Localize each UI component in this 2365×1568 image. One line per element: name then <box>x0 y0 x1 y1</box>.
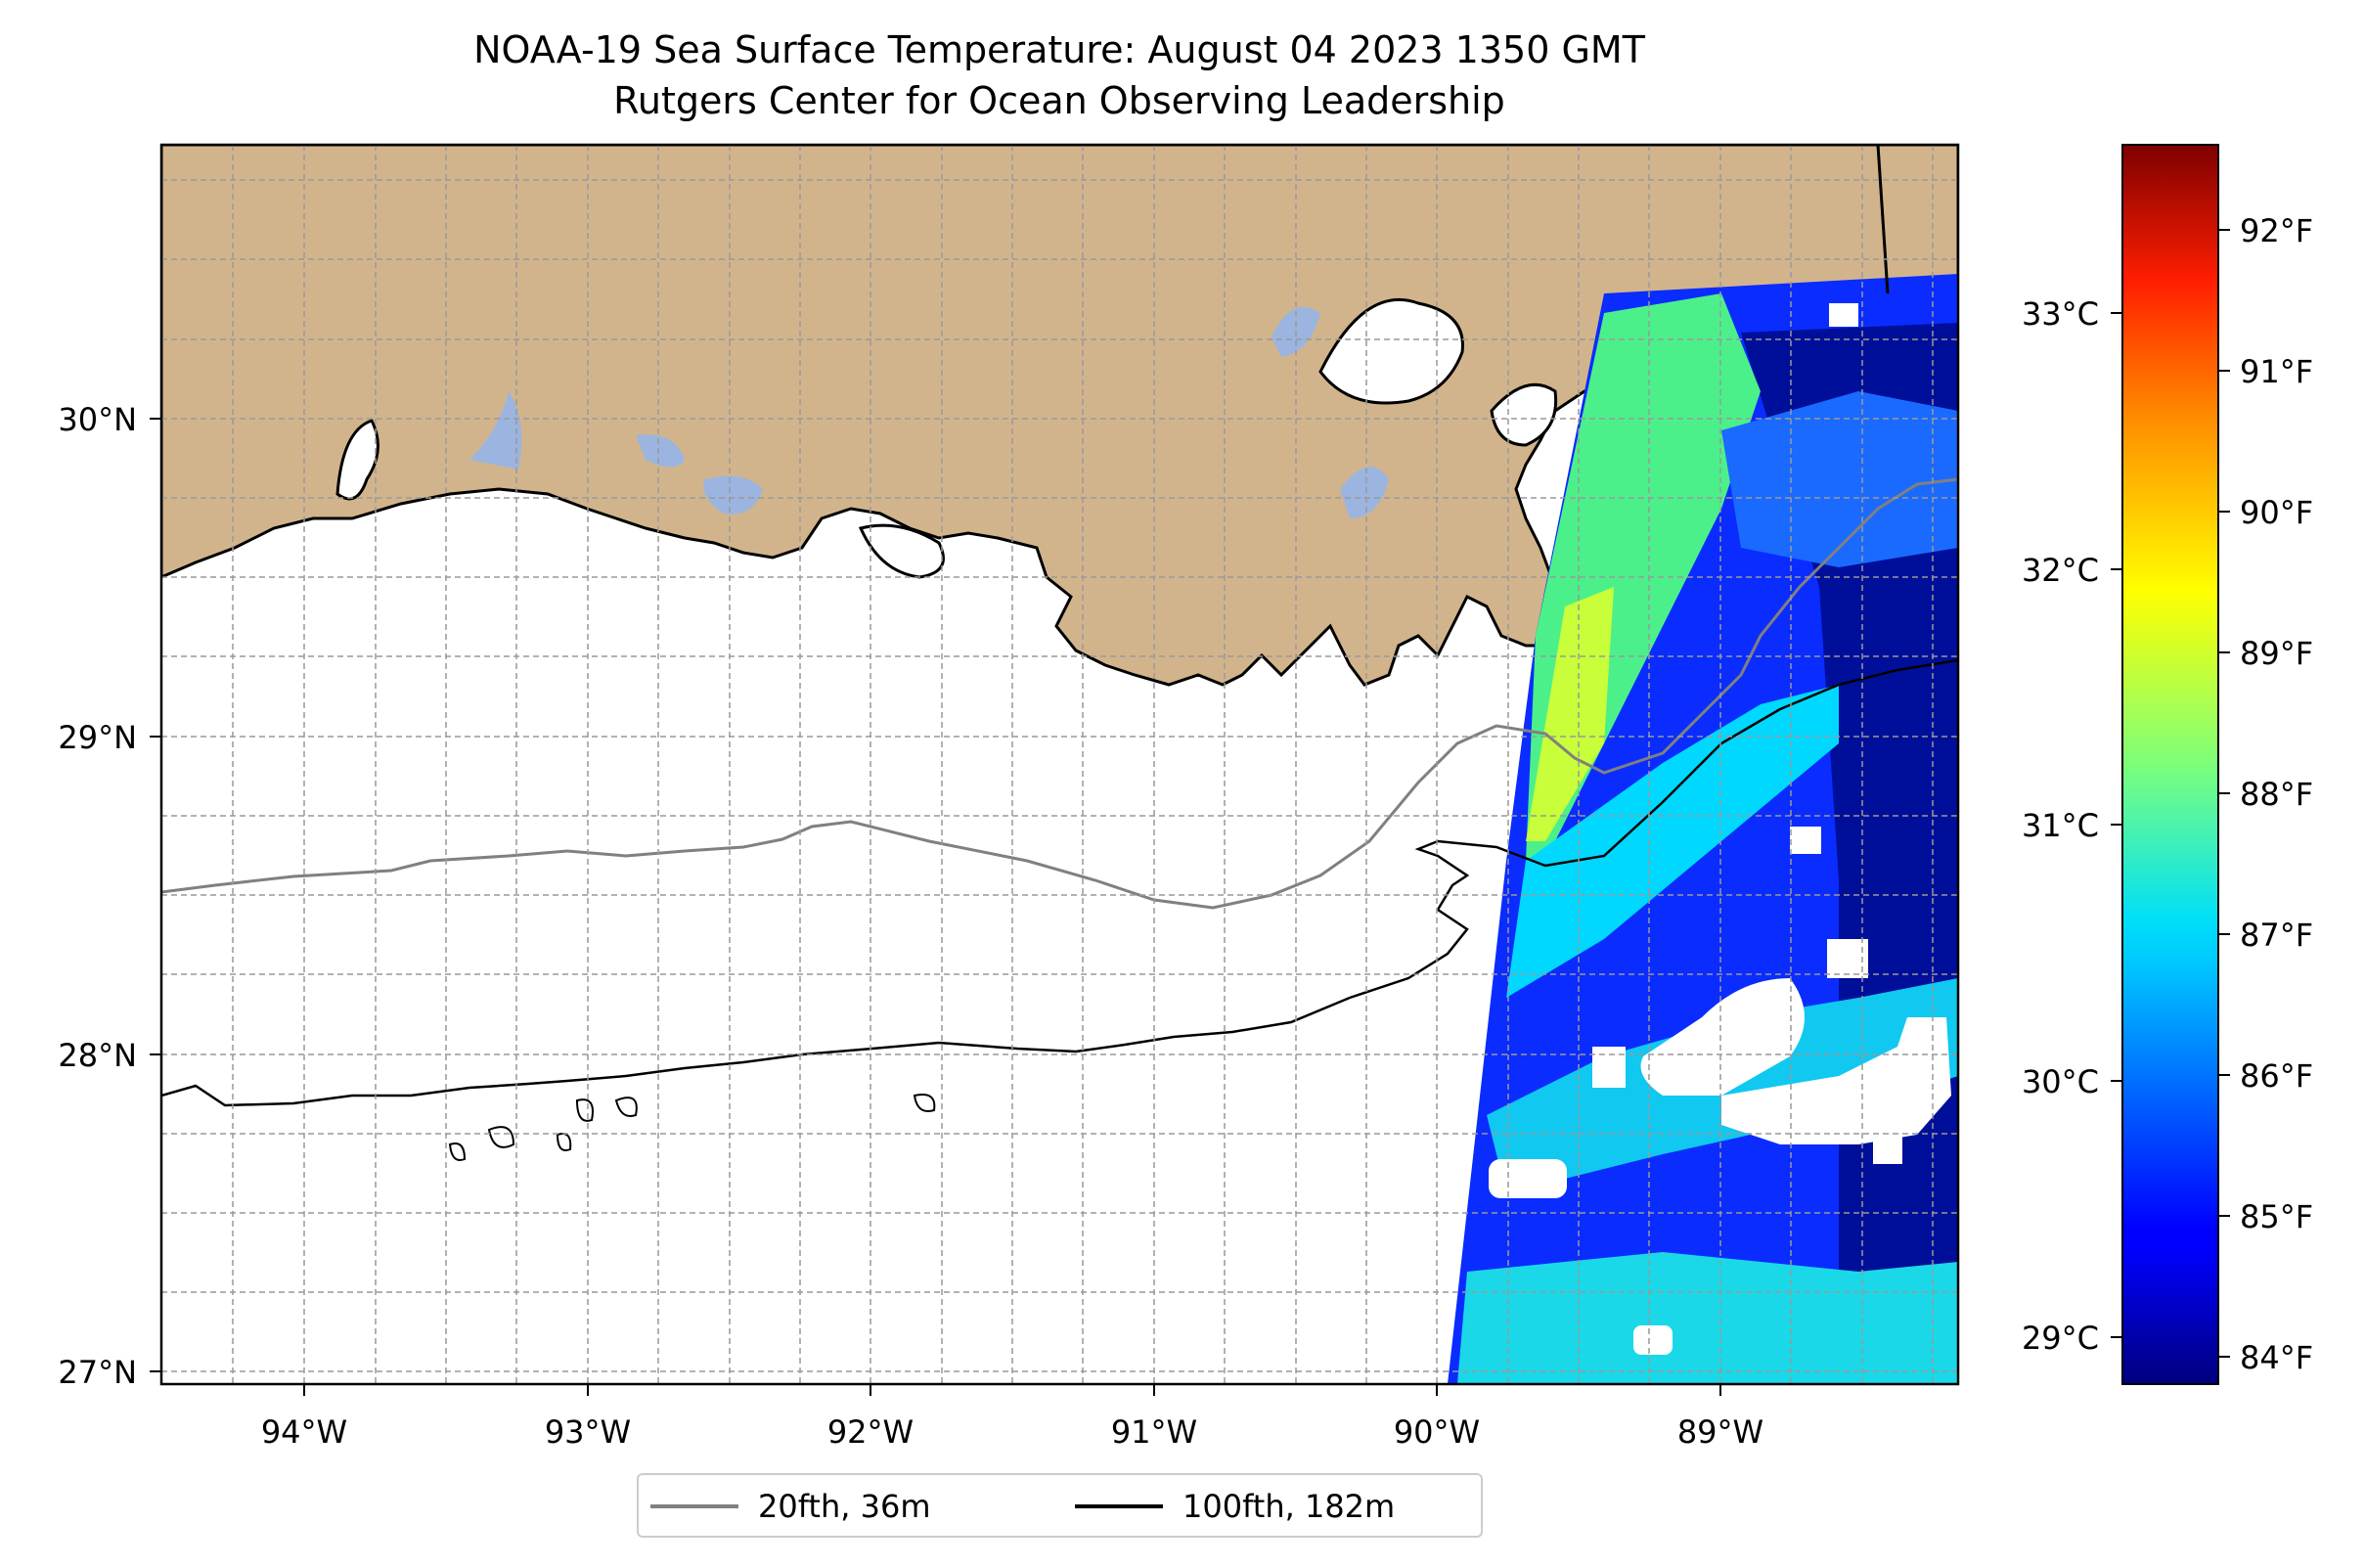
f-tick-label: 90°F <box>2240 494 2313 531</box>
offshore-bank-3 <box>487 1126 515 1148</box>
legend-label: 100fth, 182m <box>1182 1488 1396 1525</box>
legend-item-100fth: 100fth, 182m <box>1075 1484 1395 1529</box>
sst-cloud-5 <box>1592 1047 1626 1088</box>
f-tick-label: 84°F <box>2240 1339 2313 1376</box>
c-tick-label: 31°C <box>2022 807 2099 844</box>
sst-cyan-band-1 <box>1506 685 1839 998</box>
sst-cloud-6 <box>1489 1159 1567 1198</box>
c-tick-label: 32°C <box>2022 552 2099 589</box>
colorbar-ticks <box>2111 229 2230 1358</box>
legend-line-gray <box>650 1504 738 1508</box>
lat-tick-label: 27°N <box>58 1354 137 1391</box>
axis-ticks <box>150 418 1721 1396</box>
lon-tick-label: 92°W <box>827 1413 914 1451</box>
isobath-100fth-line <box>161 658 1958 1107</box>
sst-cloud-7 <box>1633 1325 1673 1355</box>
legend-item-20fth: 20fth, 36m <box>650 1484 930 1529</box>
sst-cloud-2 <box>1827 939 1868 978</box>
offshore-bank-1 <box>575 1098 594 1122</box>
lon-tick-label: 91°W <box>1111 1413 1197 1451</box>
sst-cloud-8 <box>1873 1135 1902 1164</box>
legend-line-black <box>1075 1504 1163 1508</box>
f-tick-label: 87°F <box>2240 917 2313 954</box>
sst-blue-mid <box>1721 391 1958 567</box>
sst-cloud-4 <box>1721 1017 1951 1144</box>
legend: 20fth, 36m 100fth, 182m <box>637 1473 1483 1538</box>
f-tick-label: 86°F <box>2240 1057 2313 1095</box>
sst-cloud-3 <box>1640 978 1805 1096</box>
lat-tick-label: 29°N <box>58 719 137 756</box>
f-tick-label: 88°F <box>2240 776 2313 813</box>
lat-tick-label: 28°N <box>58 1037 137 1074</box>
lake-pontchartrain <box>1318 297 1464 405</box>
lake-area <box>703 475 763 515</box>
f-tick-label: 91°F <box>2240 353 2313 390</box>
gridlines <box>161 145 1958 1384</box>
state-border <box>1876 145 1890 294</box>
isobath-20fth-line <box>161 477 1958 910</box>
lon-tick-label: 89°W <box>1677 1413 1763 1451</box>
offshore-bank-5 <box>913 1094 936 1112</box>
white-lake <box>636 434 685 468</box>
map-area <box>161 145 1958 1384</box>
sst-cyan-band-3 <box>1457 1252 1958 1384</box>
c-tick-label: 30°C <box>2022 1063 2099 1100</box>
f-tick-label: 85°F <box>2240 1198 2313 1235</box>
sst-cloud-9 <box>1829 303 1858 327</box>
c-tick-label: 33°C <box>2022 295 2099 333</box>
map-subtitle: Rutgers Center for Ocean Observing Leade… <box>613 79 1505 122</box>
c-tick-label: 29°C <box>2022 1320 2099 1357</box>
legend-label: 20fth, 36m <box>758 1488 931 1525</box>
lat-tick-label: 30°N <box>58 401 137 438</box>
lon-tick-label: 94°W <box>261 1413 347 1451</box>
f-tick-label: 89°F <box>2240 635 2313 672</box>
offshore-bank-4 <box>448 1142 467 1161</box>
sst-cloud-1 <box>1790 827 1821 854</box>
lon-tick-label: 90°W <box>1394 1413 1480 1451</box>
lon-tick-label: 93°W <box>545 1413 631 1451</box>
sst-yellow-patch <box>1526 587 1614 841</box>
map-frame <box>159 143 1960 1386</box>
lake-salvador <box>1340 467 1389 518</box>
grand-lake <box>469 391 522 470</box>
offshore-bank-2 <box>614 1097 638 1117</box>
f-tick-label: 92°F <box>2240 212 2313 249</box>
sst-swath <box>1448 274 1958 1384</box>
colorbar <box>2121 144 2219 1385</box>
lake-calcasieu <box>335 419 379 501</box>
map-title: NOAA-19 Sea Surface Temperature: August … <box>473 28 1645 71</box>
